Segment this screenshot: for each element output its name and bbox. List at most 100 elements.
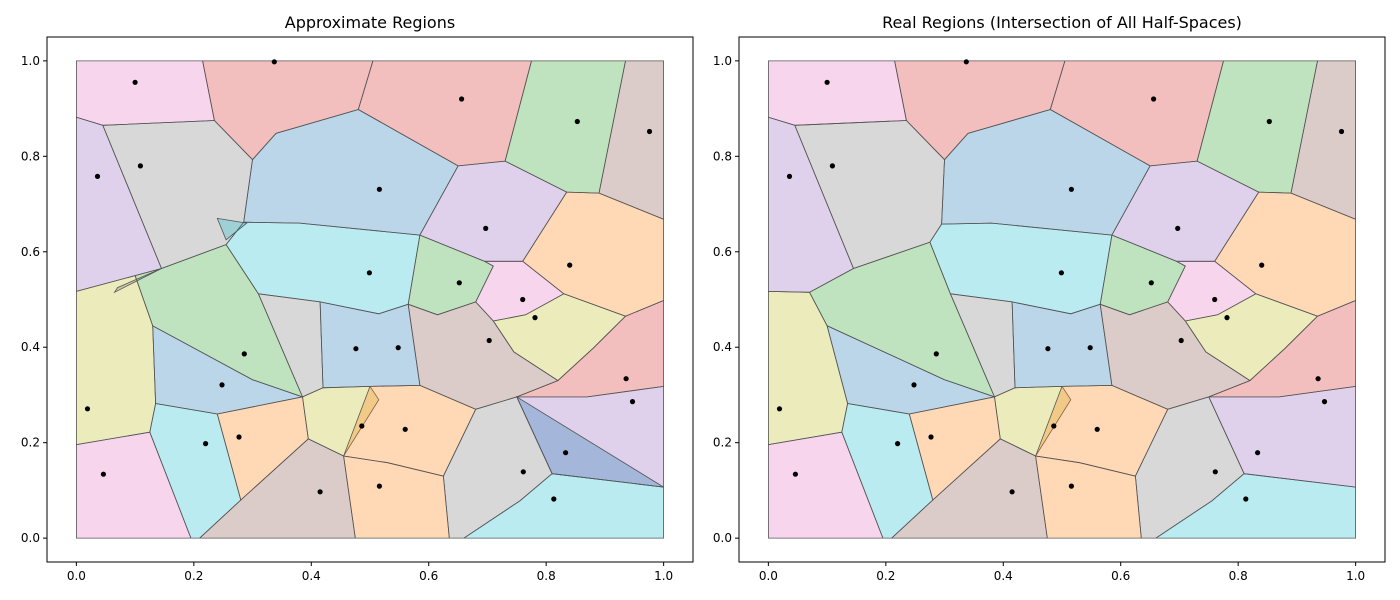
site-point xyxy=(532,315,538,321)
y-axis-ticks: 0.0 0.2 0.4 0.6 0.8 1.0 xyxy=(713,54,739,545)
site-point xyxy=(395,345,401,351)
x-tick-label: 1.0 xyxy=(1346,569,1365,583)
site-point xyxy=(1051,423,1057,429)
site-point xyxy=(963,59,969,65)
site-point xyxy=(317,489,323,495)
site-point xyxy=(94,173,101,179)
site-point xyxy=(1087,345,1093,351)
site-point xyxy=(1266,118,1272,125)
site-point xyxy=(574,118,580,125)
y-tick-label: 0.0 xyxy=(21,531,40,545)
voronoi-region xyxy=(113,268,162,294)
voronoi-region xyxy=(76,275,157,446)
x-tick-label: 0.0 xyxy=(67,569,86,583)
voronoi-region xyxy=(1154,473,1356,539)
site-point xyxy=(241,351,247,357)
site-point xyxy=(629,399,636,405)
site-point xyxy=(271,59,277,65)
site-point xyxy=(933,351,939,357)
panel-approximate-regions: 0.0 0.2 0.4 0.6 0.8 1.0 0.0 0.2 0.4 0.6 0.8 1.0 Appr… xyxy=(21,13,694,583)
voronoi-region xyxy=(768,431,884,539)
voronoi-region xyxy=(1011,301,1113,389)
site-point xyxy=(623,376,629,382)
y-tick-label: 0.6 xyxy=(21,245,40,259)
site-points xyxy=(776,59,1345,502)
voronoi-regions xyxy=(768,60,1356,539)
y-tick-label: 1.0 xyxy=(713,54,732,68)
site-point xyxy=(911,382,917,388)
site-point xyxy=(1315,376,1321,382)
site-point xyxy=(353,346,359,352)
site-point xyxy=(1009,489,1015,495)
y-tick-label: 1.0 xyxy=(21,54,40,68)
site-point xyxy=(776,406,783,412)
site-point xyxy=(486,337,492,344)
site-point xyxy=(456,280,462,286)
site-point xyxy=(1259,262,1265,268)
x-tick-label: 0.2 xyxy=(876,569,895,583)
y-tick-label: 0.2 xyxy=(713,436,732,450)
site-point xyxy=(137,163,143,169)
x-tick-label: 1.0 xyxy=(654,569,673,583)
site-point xyxy=(84,406,91,412)
site-point xyxy=(366,270,372,276)
x-axis-ticks: 0.0 0.2 0.4 0.6 0.8 1.0 xyxy=(759,562,1365,583)
site-point xyxy=(219,382,225,388)
site-point xyxy=(359,423,365,429)
voronoi-region xyxy=(319,301,421,389)
y-tick-label: 0.4 xyxy=(21,340,40,354)
y-tick-label: 0.4 xyxy=(713,340,732,354)
site-point xyxy=(132,79,138,85)
voronoi-region xyxy=(76,60,215,126)
axes-frame xyxy=(46,36,694,563)
x-axis-ticks: 0.0 0.2 0.4 0.6 0.8 1.0 xyxy=(67,562,673,583)
site-point xyxy=(1255,450,1261,456)
site-point xyxy=(1175,225,1181,231)
site-point xyxy=(551,496,557,502)
x-tick-label: 0.4 xyxy=(302,569,321,583)
voronoi-region xyxy=(216,217,248,241)
x-tick-label: 0.8 xyxy=(537,569,556,583)
x-tick-label: 0.8 xyxy=(1229,569,1248,583)
axes-frame xyxy=(738,36,1386,563)
site-point xyxy=(1094,426,1100,432)
site-point xyxy=(928,434,934,440)
site-point xyxy=(459,96,465,102)
y-tick-label: 0.8 xyxy=(713,149,732,163)
site-point xyxy=(1224,315,1230,321)
voronoi-region xyxy=(768,60,907,126)
voronoi-region xyxy=(76,431,192,539)
site-point xyxy=(1058,270,1064,276)
site-point xyxy=(1068,483,1074,489)
site-point xyxy=(646,128,653,135)
x-tick-label: 0.2 xyxy=(184,569,203,583)
site-point xyxy=(1151,96,1157,102)
site-point xyxy=(563,450,569,456)
voronoi-region xyxy=(462,473,664,539)
site-point xyxy=(520,469,526,475)
site-point xyxy=(567,262,573,268)
site-point xyxy=(786,173,793,179)
x-tick-label: 0.6 xyxy=(419,569,438,583)
site-point xyxy=(100,471,106,477)
site-point xyxy=(402,426,408,432)
x-tick-label: 0.4 xyxy=(994,569,1013,583)
site-point xyxy=(1338,128,1345,135)
x-tick-label: 0.6 xyxy=(1111,569,1130,583)
site-point xyxy=(829,163,836,169)
site-point xyxy=(483,225,489,231)
site-point xyxy=(1178,337,1184,344)
site-point xyxy=(792,471,799,477)
site-point xyxy=(1243,496,1249,502)
voronoi-region xyxy=(343,455,450,539)
x-tick-label: 0.0 xyxy=(759,569,778,583)
site-points xyxy=(84,59,653,502)
site-point xyxy=(1045,346,1051,352)
y-tick-label: 0.8 xyxy=(21,149,40,163)
y-axis-ticks: 0.0 0.2 0.4 0.6 0.8 1.0 xyxy=(21,54,47,545)
site-point xyxy=(895,441,901,447)
y-tick-label: 0.6 xyxy=(713,245,732,259)
y-tick-label: 0.0 xyxy=(713,531,732,545)
voronoi-region xyxy=(1035,455,1142,539)
chart-title: Real Regions (Intersection of All Half-S… xyxy=(882,13,1242,32)
